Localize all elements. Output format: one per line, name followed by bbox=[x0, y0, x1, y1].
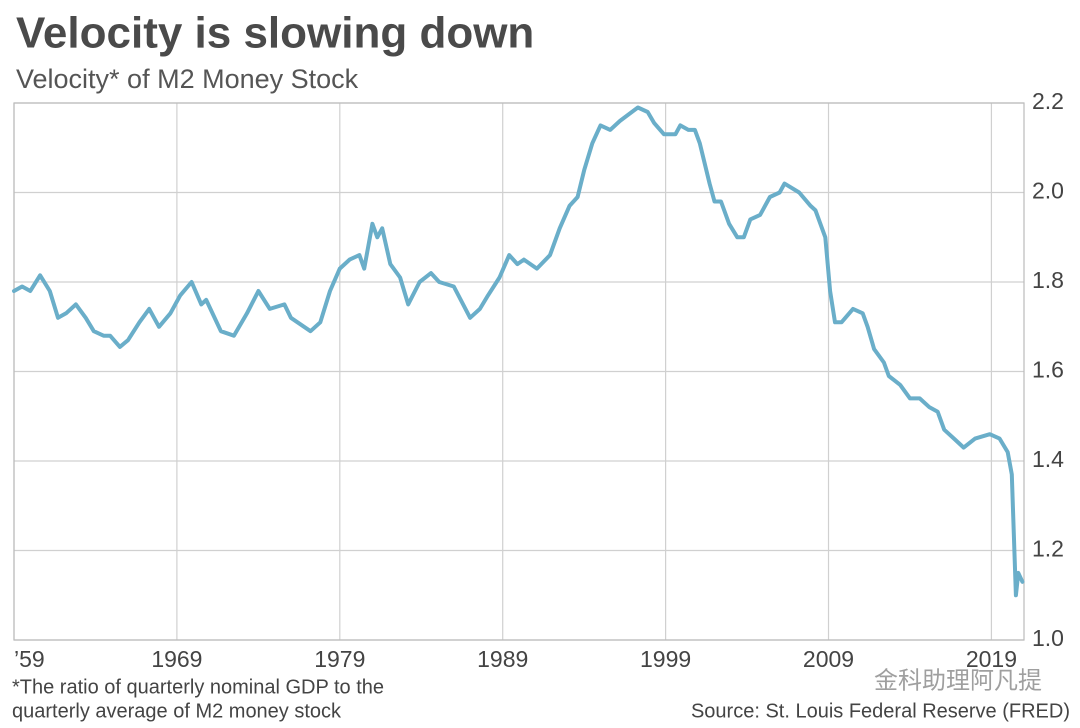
y-tick-label: 1.8 bbox=[1032, 267, 1064, 293]
y-tick-label: 2.2 bbox=[1032, 88, 1064, 114]
x-tick-label: ’59 bbox=[14, 646, 45, 672]
x-tick-label: 1989 bbox=[477, 646, 528, 672]
x-tick-label: 2019 bbox=[966, 646, 1017, 672]
y-tick-label: 1.6 bbox=[1032, 357, 1064, 383]
y-tick-label: 2.0 bbox=[1032, 178, 1064, 204]
footnote: *The ratio of quarterly nominal GDP to t… bbox=[12, 676, 384, 698]
watermark: 金科助理阿凡提 bbox=[874, 667, 1042, 694]
y-tick-label: 1.2 bbox=[1032, 536, 1064, 562]
plot-frame bbox=[13, 102, 1025, 641]
footnote: quarterly average of M2 money stock bbox=[12, 700, 342, 722]
chart-subtitle: Velocity* of M2 Money Stock bbox=[16, 64, 359, 94]
x-tick-label: 1999 bbox=[640, 646, 691, 672]
data-line bbox=[12, 105, 1025, 598]
chart-title: Velocity is slowing down bbox=[16, 9, 534, 58]
x-tick-label: 1979 bbox=[314, 646, 365, 672]
x-tick-label: 1969 bbox=[151, 646, 202, 672]
x-tick-label: 2009 bbox=[803, 646, 854, 672]
y-tick-label: 1.4 bbox=[1032, 446, 1064, 472]
source: Source: St. Louis Federal Reserve (FRED) bbox=[691, 700, 1070, 722]
y-tick-label: 1.0 bbox=[1032, 625, 1064, 651]
